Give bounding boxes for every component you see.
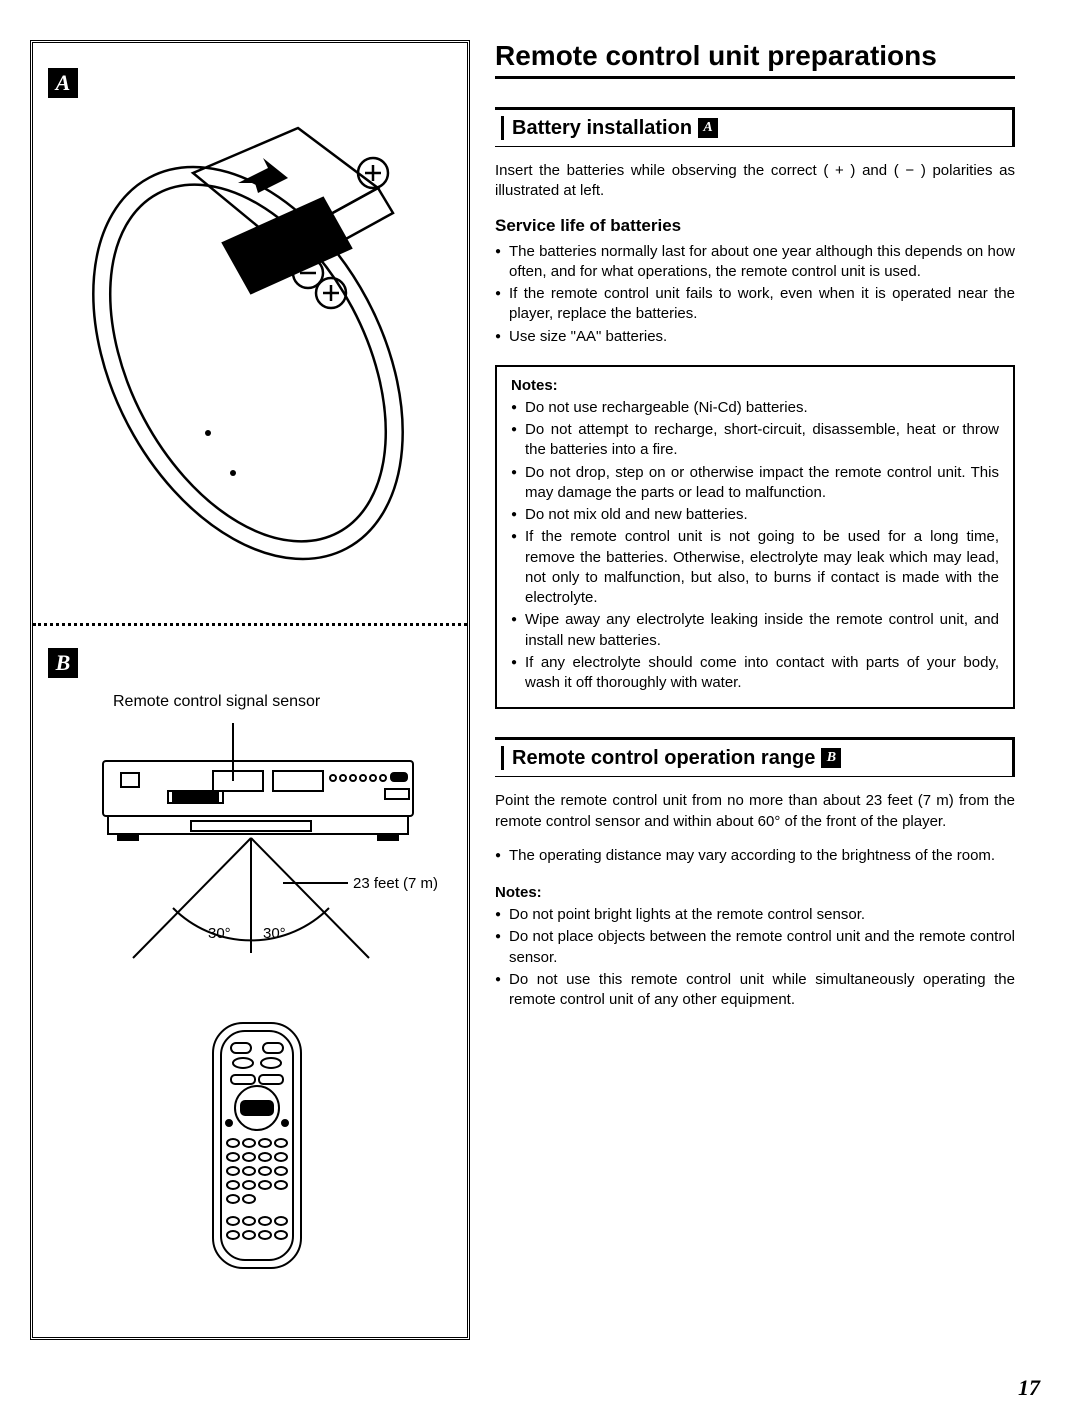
svg-text:30°: 30°	[263, 925, 286, 942]
list-item: If any electrolyte should come into cont…	[511, 653, 999, 694]
figure-divider	[33, 623, 467, 626]
list-item: Do not attempt to recharge, short-circui…	[511, 420, 999, 461]
notes-title: Notes:	[511, 377, 999, 394]
right-column: Getting Started Remote control unit prep…	[495, 40, 1050, 1340]
list-item: Do not use rechargeable (Ni-Cd) batterie…	[511, 398, 999, 418]
service-life-heading: Service life of batteries	[495, 216, 1015, 236]
list-item: Do not use this remote control unit whil…	[495, 970, 1015, 1011]
range-bullets: The operating distance may vary accordin…	[495, 846, 1015, 866]
battery-heading: Battery installation A	[495, 107, 1015, 147]
battery-intro: Insert the batteries while observing the…	[495, 161, 1015, 202]
range-heading-badge: B	[821, 748, 841, 768]
range-intro: Point the remote control unit from no mo…	[495, 791, 1015, 832]
list-item: If the remote control unit fails to work…	[495, 284, 1015, 325]
heading-bar-icon	[501, 746, 504, 770]
list-item: If the remote control unit is not going …	[511, 527, 999, 608]
range-heading-text: Remote control operation range	[512, 747, 815, 770]
service-life-list: The batteries normally last for about on…	[495, 242, 1015, 347]
list-item: Wipe away any electrolyte leaking inside…	[511, 610, 999, 651]
figure-a-badge: A	[48, 68, 78, 98]
page-title: Remote control unit preparations	[495, 40, 1015, 79]
list-item: Do not drop, step on or otherwise impact…	[511, 463, 999, 504]
figure-a-illustration	[73, 103, 433, 583]
figure-b-illustration: 23 feet (7 m) 30° 30°	[73, 723, 443, 1313]
left-column: A	[30, 40, 470, 1340]
svg-text:30°: 30°	[208, 925, 231, 942]
figure-b-caption: Remote control signal sensor	[113, 693, 320, 711]
range-notes: Notes: Do not point bright lights at the…	[495, 884, 1015, 1010]
list-item: Do not mix old and new batteries.	[511, 505, 999, 525]
notes-title: Notes:	[495, 884, 1015, 901]
list-item: Use size "AA" batteries.	[495, 327, 1015, 347]
figure-b-badge: B	[48, 648, 78, 678]
battery-notes-box: Notes: Do not use rechargeable (Ni-Cd) b…	[495, 365, 1015, 710]
range-heading: Remote control operation range B	[495, 737, 1015, 777]
battery-heading-text: Battery installation	[512, 117, 692, 140]
battery-heading-badge: A	[698, 118, 718, 138]
list-item: Do not point bright lights at the remote…	[495, 905, 1015, 925]
svg-text:23 feet (7 m): 23 feet (7 m)	[353, 875, 438, 892]
range-notes-list: Do not point bright lights at the remote…	[495, 905, 1015, 1010]
page-grid: A	[30, 40, 1050, 1340]
battery-notes-list: Do not use rechargeable (Ni-Cd) batterie…	[511, 398, 999, 694]
page-number: 17	[1018, 1375, 1040, 1401]
illustration-frame: A	[30, 40, 470, 1340]
list-item: The operating distance may vary accordin…	[495, 846, 1015, 866]
list-item: The batteries normally last for about on…	[495, 242, 1015, 283]
list-item: Do not place objects between the remote …	[495, 927, 1015, 968]
heading-bar-icon	[501, 116, 504, 140]
